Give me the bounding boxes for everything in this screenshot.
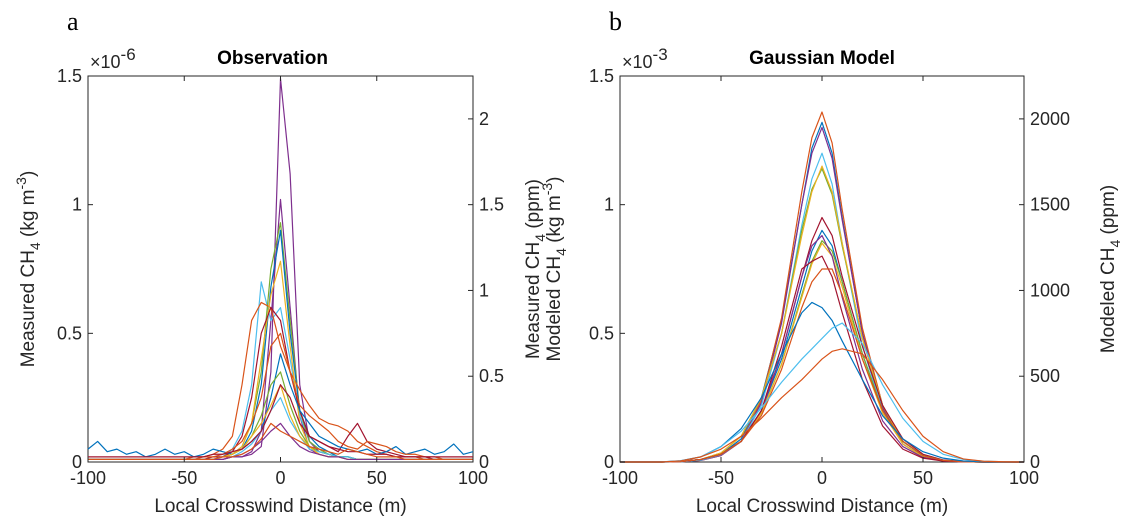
y-right-tick-label: 2000: [1030, 109, 1070, 129]
y-right-tick-label: 0: [479, 452, 489, 472]
chart-title: Observation: [217, 48, 328, 69]
y-right-tick-label: 1000: [1030, 280, 1070, 300]
series-line-12: [88, 397, 473, 461]
series-line-1: [620, 121, 1024, 463]
x-tick-label: -50: [708, 468, 734, 488]
panel-b-gaussian-model: b-100 -50 0 50 10000.511.50500100015002000×1…: [539, 7, 1123, 517]
x-tick-label: 50: [367, 468, 387, 488]
series-line-7: [88, 260, 473, 461]
series-line-10: [88, 332, 473, 461]
series-line-7: [620, 216, 1024, 463]
x-tick-label: -50: [171, 468, 197, 488]
y-left-tick-label: 1: [72, 195, 82, 215]
panel-label: a: [67, 7, 79, 36]
y-right-axis-label: Modeled CH4 (ppm): [1098, 185, 1123, 353]
y-right-tick-label: 1: [479, 280, 489, 300]
series-line-16: [88, 422, 473, 461]
x-tick-label: -100: [602, 468, 638, 488]
y-right-tick-label: 1500: [1030, 195, 1070, 215]
x-tick-label: 0: [275, 468, 285, 488]
x-tick-label: 0: [817, 468, 827, 488]
series-line-5: [620, 168, 1024, 463]
y-left-exponent: ×10-3: [622, 45, 668, 72]
y-left-tick-label: 0: [72, 452, 82, 472]
chart-title: Gaussian Model: [749, 48, 895, 69]
y-left-tick-label: 1.5: [57, 66, 82, 86]
y-left-tick-label: 0: [604, 452, 614, 472]
series-line-3: [620, 126, 1024, 463]
series-line-1: [88, 77, 473, 461]
series-line-8: [620, 229, 1024, 463]
y-right-tick-label: 0: [1030, 452, 1040, 472]
series-line-16: [620, 348, 1025, 463]
series-group: [620, 111, 1025, 463]
series-line-9: [620, 240, 1024, 463]
panel-label: b: [609, 7, 622, 36]
series-line-13: [88, 384, 473, 461]
y-right-tick-label: 1.5: [479, 195, 504, 215]
x-tick-label: 100: [1009, 468, 1039, 488]
x-axis-label: Local Crosswind Distance (m): [154, 496, 406, 517]
series-line-2: [620, 111, 1024, 463]
y-left-tick-label: 0.5: [57, 323, 82, 343]
y-right-tick-label: 500: [1030, 366, 1060, 386]
y-left-tick-label: 0.5: [589, 323, 614, 343]
y-left-axis-label: Modeled CH4 (kg m-3): [539, 177, 569, 362]
y-left-tick-label: 1: [604, 195, 614, 215]
x-tick-label: 50: [913, 468, 933, 488]
y-right-axis-label: Measured CH4 (ppm): [523, 179, 548, 359]
y-left-axis-label: Measured CH4 (kg m-3): [13, 171, 43, 368]
series-line-14: [88, 384, 473, 458]
y-left-tick-label: 1.5: [589, 66, 614, 86]
series-line-3: [88, 281, 473, 461]
series-line-13: [620, 268, 1024, 463]
series-line-9: [87, 353, 474, 458]
y-right-tick-label: 0.5: [479, 366, 504, 386]
x-axis-label: Local Crosswind Distance (m): [696, 496, 948, 517]
series-line-2: [88, 198, 473, 461]
series-line-15: [620, 322, 1025, 463]
series-group: [87, 77, 474, 461]
y-right-tick-label: 2: [479, 109, 489, 129]
series-line-8: [88, 307, 473, 461]
y-left-exponent: ×10-6: [90, 45, 136, 72]
x-tick-label: 100: [458, 468, 488, 488]
series-line-14: [620, 301, 1024, 463]
series-line-6: [620, 165, 1024, 463]
series-line-10: [620, 242, 1024, 463]
plot-area-frame: [87, 75, 474, 463]
series-line-6: [88, 301, 473, 461]
x-tick-label: -100: [70, 468, 106, 488]
